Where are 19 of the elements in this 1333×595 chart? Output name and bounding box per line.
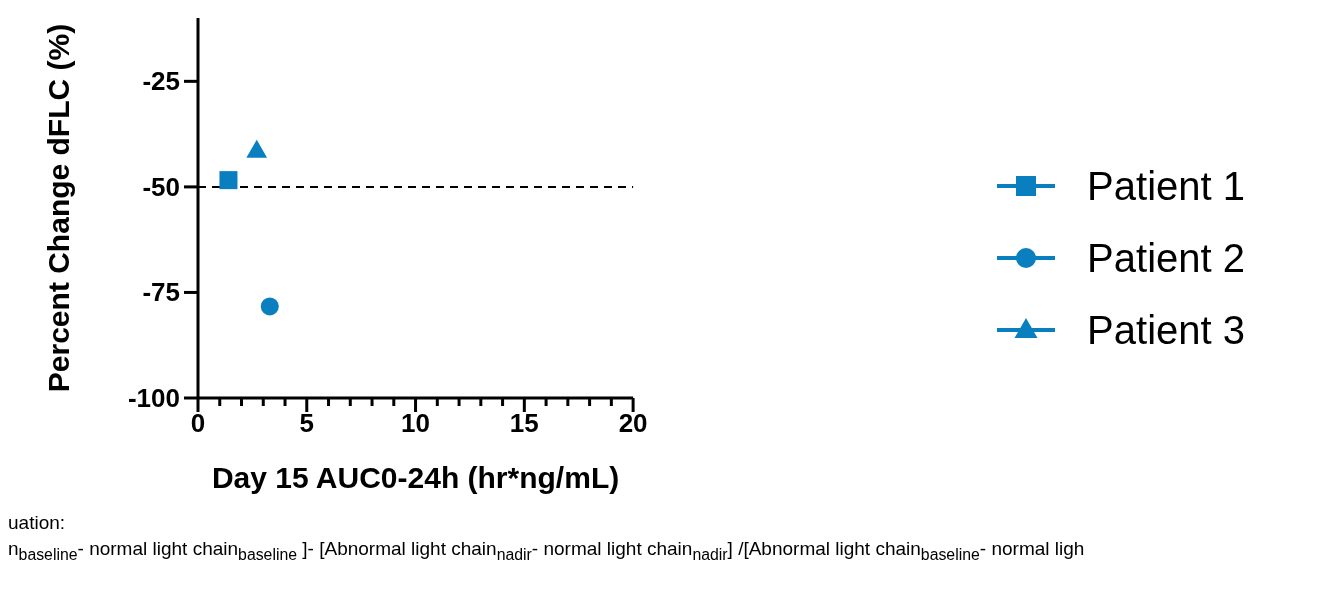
- x-tick-label: 10: [401, 408, 431, 438]
- x-tick-label: 5: [299, 408, 315, 438]
- x-tick-label: 20: [618, 408, 648, 438]
- y-axis-title: Percent Change dFLC (%): [41, 23, 75, 393]
- text: uation:: [8, 512, 67, 534]
- y-tick-label: -50: [142, 171, 180, 202]
- point: [246, 139, 268, 158]
- x-tick-label: 15: [509, 408, 539, 438]
- legend-label: Patient 1: [1087, 163, 1245, 209]
- y-tick-label: -25: [142, 66, 180, 97]
- legend-label: Patient 2: [1087, 235, 1245, 281]
- point: [260, 297, 279, 316]
- y-tick-label: -75: [142, 277, 180, 308]
- legend-label: Patient 3: [1087, 307, 1245, 353]
- x-axis-title: Day 15 AUC0-24h (hr*ng/mL): [211, 461, 620, 494]
- point: [219, 171, 238, 190]
- text: n$_{baseline}$- normal light chain$_{baseline}$ ]- [Abnormal light chain$_{nadir}$- normal light chain$_{nadir}$] /[Abnormal light chain$_{baseline}$- normal ligh: [8, 538, 1085, 563]
- x-tick-label: 0: [190, 408, 206, 438]
- y-tick-label: -100: [127, 383, 180, 413]
